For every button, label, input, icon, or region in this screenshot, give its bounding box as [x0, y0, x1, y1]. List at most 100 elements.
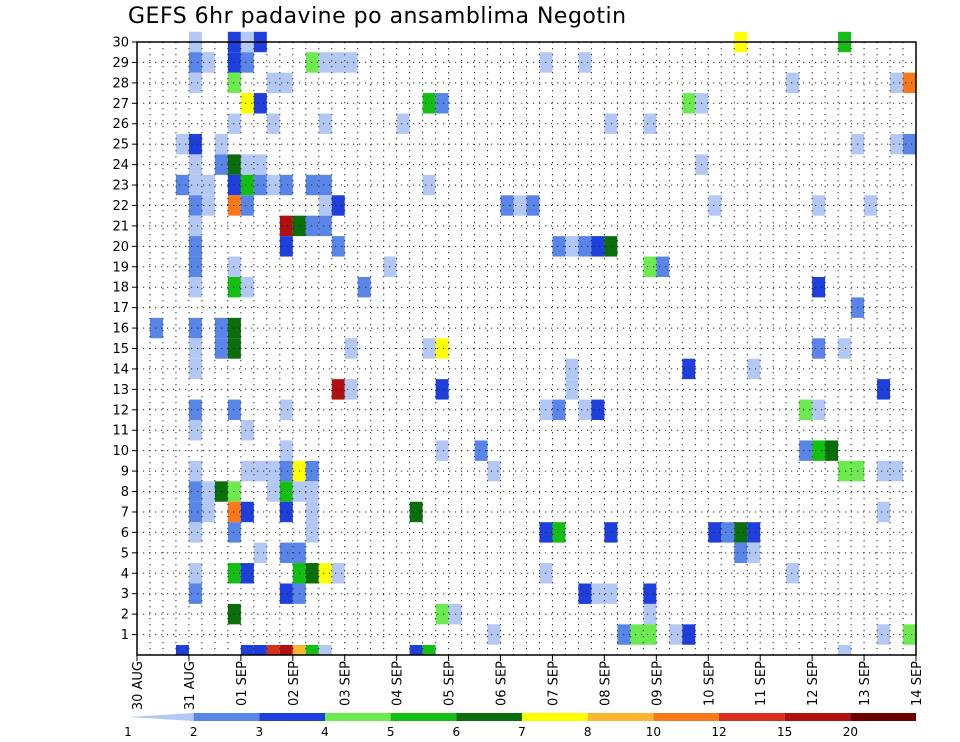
- heatmap-cell: [227, 276, 241, 298]
- heatmap-cell: [240, 52, 254, 73]
- legend-label: 12: [711, 725, 726, 739]
- x-tick-label: 07 SEP: [546, 661, 561, 706]
- y-tick-label: 15: [112, 342, 129, 357]
- heatmap-cell: [227, 481, 241, 502]
- heatmap-cell: [188, 481, 202, 502]
- heatmap-cell: [240, 154, 254, 175]
- heatmap-cell: [240, 93, 254, 114]
- heatmap-cell: [227, 154, 241, 175]
- heatmap-cell: [201, 501, 215, 523]
- heatmap-cell: [890, 460, 904, 482]
- heatmap-cell: [188, 399, 202, 421]
- heatmap-cell: [734, 522, 748, 543]
- y-tick-label: 6: [121, 526, 129, 541]
- y-tick-label: 12: [112, 403, 129, 418]
- heatmap-cell: [279, 583, 293, 604]
- heatmap-cell: [513, 195, 527, 216]
- heatmap-cell: [435, 440, 449, 461]
- y-tick-label: 29: [112, 56, 129, 71]
- heatmap-cell: [318, 52, 332, 73]
- heatmap-cell: [188, 563, 202, 584]
- heatmap-cell: [227, 52, 241, 73]
- heatmap-cell: [838, 338, 852, 359]
- legend-swatch: [193, 713, 260, 721]
- heatmap-cell: [318, 174, 332, 196]
- heatmap-cell: [331, 236, 345, 257]
- heatmap-cell: [240, 420, 254, 441]
- heatmap-cell: [279, 215, 293, 237]
- heatmap-cell: [357, 276, 371, 298]
- heatmap-cell: [227, 522, 241, 543]
- heatmap-cell: [201, 174, 215, 196]
- heatmap-cell: [591, 399, 605, 421]
- legend-swatch: [259, 713, 325, 721]
- heatmap-cell: [838, 645, 852, 655]
- heatmap-cell: [175, 174, 189, 196]
- legend-swatch: [325, 713, 391, 721]
- y-tick-label: 3: [121, 587, 129, 602]
- grid-layer: [137, 41, 916, 655]
- heatmap-cell: [487, 624, 501, 645]
- y-tick-label: 10: [112, 444, 129, 459]
- heatmap-cell: [279, 399, 293, 421]
- y-tick-label: 5: [121, 546, 129, 561]
- y-tick-label: 28: [112, 76, 129, 91]
- heatmap-cell: [422, 338, 436, 359]
- legend-swatch: [653, 713, 719, 721]
- legend-label: 15: [777, 725, 792, 739]
- legend-label: 3: [256, 725, 264, 739]
- heatmap-cell: [396, 113, 410, 134]
- x-tick-label: 02 SEP: [287, 661, 302, 706]
- y-tick-label: 16: [112, 322, 129, 337]
- heatmap-cell: [877, 501, 891, 523]
- legend-label: 8: [584, 725, 592, 739]
- heatmap-cell: [227, 501, 241, 523]
- x-tick-label: 13 SEP: [858, 661, 873, 706]
- heatmap-cell: [188, 215, 202, 237]
- y-tick-label: 13: [112, 383, 129, 398]
- heatmap-cell: [305, 52, 319, 73]
- heatmap-cell: [227, 256, 241, 277]
- heatmap-cell: [344, 338, 358, 359]
- x-tick-label: 09 SEP: [650, 661, 665, 706]
- heatmap-cell: [227, 113, 241, 134]
- heatmap-cell: [487, 460, 501, 482]
- heatmap-cell: [188, 338, 202, 359]
- legend-label: 10: [646, 725, 661, 739]
- heatmap-cell: [240, 195, 254, 216]
- heatmap-cell: [604, 236, 618, 257]
- heatmap-cell: [279, 174, 293, 196]
- legend-swatch: [850, 713, 916, 721]
- heatmap-cell: [227, 72, 241, 94]
- heatmap-cell: [305, 563, 319, 584]
- heatmap-cell: [227, 399, 241, 421]
- heatmap-cell: [734, 542, 748, 564]
- heatmap-cell: [643, 603, 657, 625]
- heatmap-cell: [344, 52, 358, 73]
- heatmap-cell: [227, 603, 241, 625]
- heatmap-cell: [331, 52, 345, 73]
- y-tick-label: 14: [112, 362, 129, 377]
- y-tick-label: 27: [112, 97, 129, 112]
- x-tick-label: 04 SEP: [391, 661, 406, 706]
- heatmap-cell: [305, 645, 319, 655]
- heatmap-cell: [435, 603, 449, 625]
- legend-label: 1: [124, 725, 132, 739]
- heatmap-cell: [266, 645, 280, 655]
- x-tick-label: 14 SEP: [910, 661, 925, 706]
- legend-swatch: [128, 713, 194, 721]
- heatmap-cell: [240, 276, 254, 298]
- heatmap-cell: [422, 645, 436, 655]
- heatmap-cell: [435, 93, 449, 114]
- y-axis: 1234567891011121314151617181920212223242…: [112, 36, 137, 643]
- y-tick-label: 22: [112, 199, 129, 214]
- heatmap-cell: [279, 440, 293, 461]
- legend-label: 7: [518, 725, 526, 739]
- heatmap-cell: [266, 481, 280, 502]
- y-tick-label: 7: [121, 505, 129, 520]
- heatmap-cell: [175, 645, 189, 655]
- x-tick-label: 08 SEP: [598, 661, 613, 706]
- x-tick-label: 05 SEP: [443, 661, 458, 706]
- heatmap-cell: [812, 195, 826, 216]
- heatmap-cell: [253, 645, 267, 655]
